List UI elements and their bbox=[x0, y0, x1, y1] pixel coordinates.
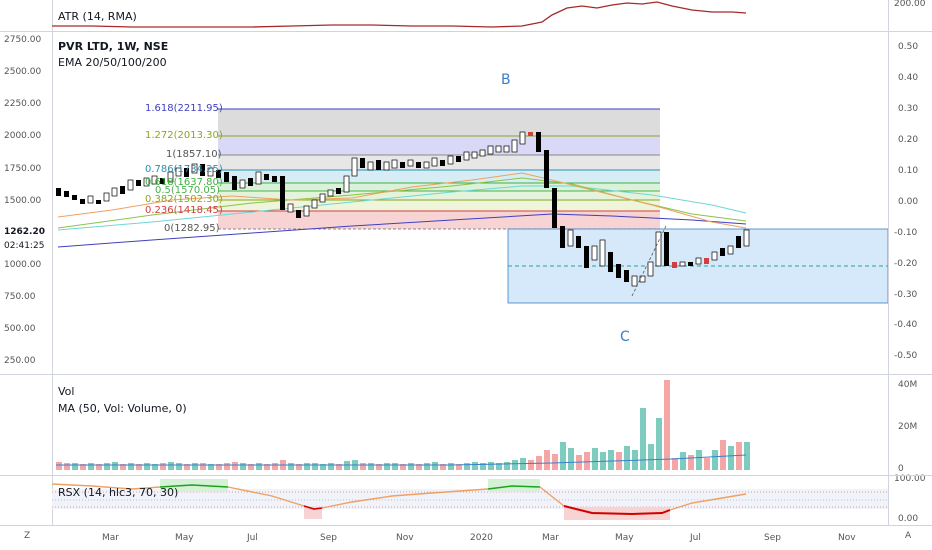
pane-separator bbox=[0, 475, 932, 476]
rsx-right-tick: 100.00 bbox=[894, 474, 926, 484]
annotation-b: B bbox=[501, 72, 511, 88]
fib-label: 0.236(1418.45) bbox=[145, 205, 223, 216]
right-axis[interactable]: 200.00 0.50 0.40 0.30 0.20 0.10 0.00 -0.… bbox=[888, 0, 932, 526]
annotation-c: C bbox=[620, 329, 630, 345]
last-price-tick: 1262.20 bbox=[4, 227, 45, 237]
left-tick: 500.00 bbox=[4, 324, 36, 334]
time-axis[interactable]: Z Mar May Jul Sep Nov 2020 Mar May Jul S… bbox=[0, 526, 932, 550]
left-tick: 2500.00 bbox=[4, 67, 42, 77]
right-tick: 0.40 bbox=[898, 73, 919, 83]
fib-label: 0.5(1570.05) bbox=[155, 185, 221, 196]
candles bbox=[56, 131, 750, 287]
time-tick: Mar bbox=[542, 533, 559, 543]
ema-20 bbox=[57, 172, 747, 229]
fib-label: 0.382(1502.30) bbox=[145, 194, 223, 205]
left-tick: 2750.00 bbox=[4, 35, 42, 45]
fib-label: 1.618(2211.95) bbox=[145, 103, 223, 114]
left-tick: 250.00 bbox=[4, 356, 36, 366]
fib-label: 0.786(1734.25) bbox=[145, 164, 223, 175]
time-tick: Jul bbox=[690, 533, 701, 543]
left-tick: 2000.00 bbox=[4, 131, 42, 141]
fib-label: 0(1282.95) bbox=[164, 223, 220, 234]
ema-100 bbox=[57, 185, 747, 231]
atr-title[interactable]: ATR (14, RMA) bbox=[58, 10, 137, 23]
left-tick: 1000.00 bbox=[4, 260, 42, 270]
vol-title[interactable]: Vol bbox=[58, 385, 75, 398]
countdown-tick: 02:41:25 bbox=[4, 241, 45, 251]
rsx-indicator bbox=[52, 479, 888, 520]
left-tick: 750.00 bbox=[4, 292, 36, 302]
right-tick: -0.10 bbox=[894, 228, 918, 238]
vol-right-tick: 40M bbox=[898, 380, 918, 390]
right-tick: -0.30 bbox=[894, 290, 918, 300]
pane-separator bbox=[0, 31, 932, 32]
auto-scale-button[interactable]: A bbox=[905, 531, 912, 541]
symbol-title[interactable]: PVR LTD, 1W, NSE bbox=[58, 40, 169, 53]
chart-canvas[interactable] bbox=[52, 0, 888, 526]
time-tick: May bbox=[615, 533, 634, 543]
atr-right-tick: 200.00 bbox=[894, 0, 926, 9]
ema-title[interactable]: EMA 20/50/100/200 bbox=[58, 56, 167, 69]
right-tick: 0.30 bbox=[898, 104, 919, 114]
zoom-button[interactable]: Z bbox=[24, 531, 31, 541]
rsx-right-tick: 0.00 bbox=[898, 514, 919, 524]
left-axis-border bbox=[52, 0, 53, 550]
fib-label: 0.618(1637.80) bbox=[145, 177, 223, 188]
right-tick: 0.00 bbox=[898, 197, 919, 207]
vol-ma-title[interactable]: MA (50, Vol: Volume, 0) bbox=[58, 402, 187, 415]
right-tick: -0.40 bbox=[894, 320, 918, 330]
right-axis-border bbox=[888, 0, 889, 550]
volume-bars bbox=[56, 380, 750, 470]
time-tick: Nov bbox=[396, 533, 414, 543]
left-tick: 1750.00 bbox=[4, 164, 42, 174]
right-tick: 0.50 bbox=[898, 42, 919, 52]
fib-retracement[interactable] bbox=[218, 108, 660, 230]
left-price-axis[interactable]: 2750.00 2500.00 2250.00 2000.00 1750.00 … bbox=[0, 0, 52, 526]
right-tick: 0.10 bbox=[898, 166, 919, 176]
trend-line bbox=[631, 225, 667, 297]
vol-right-tick: 20M bbox=[898, 422, 918, 432]
time-tick: Sep bbox=[764, 533, 781, 543]
fib-label: 1(1857.10) bbox=[166, 149, 222, 160]
left-tick: 2250.00 bbox=[4, 99, 42, 109]
right-tick: 0.20 bbox=[898, 135, 919, 145]
time-tick: Sep bbox=[320, 533, 337, 543]
left-tick: 1500.00 bbox=[4, 196, 42, 206]
rsx-title[interactable]: RSX (14, hlc3, 70, 30) bbox=[58, 486, 179, 499]
fib-label: 1.272(2013.30) bbox=[145, 130, 223, 141]
time-tick: 2020 bbox=[470, 533, 493, 543]
volume-ma-line bbox=[56, 454, 747, 466]
time-tick: Nov bbox=[838, 533, 856, 543]
pane-separator bbox=[0, 374, 932, 375]
pane-separator bbox=[0, 525, 932, 526]
right-tick: -0.50 bbox=[894, 351, 918, 361]
ema-50 bbox=[57, 177, 747, 229]
ema-200 bbox=[57, 213, 747, 248]
time-tick: May bbox=[175, 533, 194, 543]
right-tick: -0.20 bbox=[894, 259, 918, 269]
atr-line bbox=[52, 1, 747, 28]
time-tick: Jul bbox=[247, 533, 258, 543]
time-tick: Mar bbox=[102, 533, 119, 543]
vol-right-tick: 0 bbox=[898, 464, 904, 474]
